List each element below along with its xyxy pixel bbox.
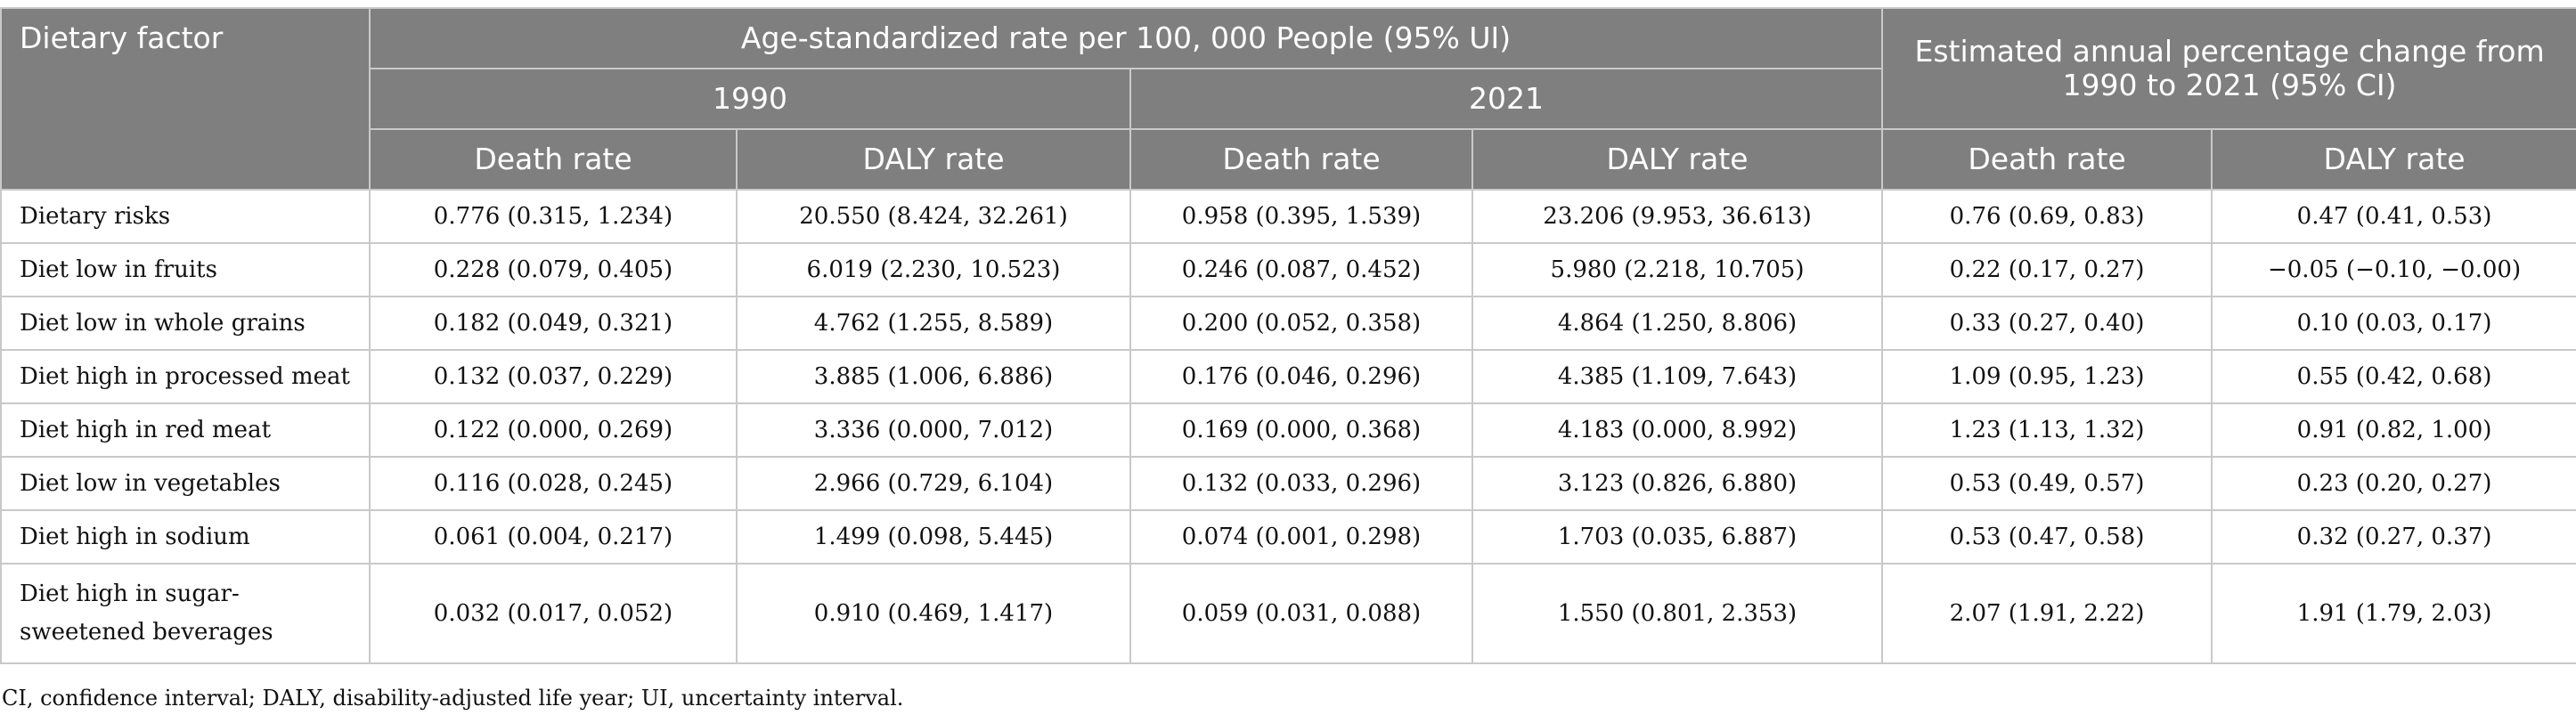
death-2021-cell: 0.176 (0.046, 0.296) <box>1129 349 1473 404</box>
factor-cell: Diet high in sodium <box>0 509 371 565</box>
death-2021-cell: 0.169 (0.000, 0.368) <box>1129 402 1473 458</box>
eapc-daly-cell: 0.23 (0.20, 0.27) <box>2211 456 2576 511</box>
daly-1990-cell: 2.966 (0.729, 6.104) <box>736 456 1131 511</box>
death-1990-cell: 0.122 (0.000, 0.269) <box>369 402 738 458</box>
table-row: Diet low in fruits 0.228 (0.079, 0.405) … <box>0 242 2576 297</box>
death-2021-cell: 0.074 (0.001, 0.298) <box>1129 509 1473 565</box>
daly-2021-cell: 23.206 (9.953, 36.613) <box>1471 189 1884 244</box>
eapc-daly-cell: 1.91 (1.79, 2.03) <box>2211 563 2576 664</box>
eapc-daly-cell: 0.32 (0.27, 0.37) <box>2211 509 2576 565</box>
death-2021-cell: 0.246 (0.087, 0.452) <box>1129 242 1473 297</box>
death-1990-cell: 0.182 (0.049, 0.321) <box>369 296 738 351</box>
daly-2021-cell: 1.703 (0.035, 6.887) <box>1471 509 1884 565</box>
eapc-daly-cell: 0.10 (0.03, 0.17) <box>2211 296 2576 351</box>
table-footnote: CI, confidence interval; DALY, disabilit… <box>2 686 904 711</box>
factor-cell: Diet high in processed meat <box>0 349 371 404</box>
eapc-daly-cell: 0.47 (0.41, 0.53) <box>2211 189 2576 244</box>
header-daly-rate-1990: DALY rate <box>736 128 1131 191</box>
header-row-2: 1990 2021 <box>1 68 2576 130</box>
daly-1990-cell: 20.550 (8.424, 32.261) <box>736 189 1131 244</box>
factor-cell: Diet high in red meat <box>0 402 371 458</box>
eapc-death-cell: 1.09 (0.95, 1.23) <box>1881 349 2213 404</box>
eapc-death-cell: 0.22 (0.17, 0.27) <box>1881 242 2213 297</box>
table-row: Diet high in red meat 0.122 (0.000, 0.26… <box>0 402 2576 458</box>
daly-1990-cell: 1.499 (0.098, 5.445) <box>736 509 1131 565</box>
death-1990-cell: 0.116 (0.028, 0.245) <box>369 456 738 511</box>
table-row: Diet low in vegetables 0.116 (0.028, 0.2… <box>0 456 2576 511</box>
eapc-daly-cell: 0.55 (0.42, 0.68) <box>2211 349 2576 404</box>
eapc-daly-cell: 0.91 (0.82, 1.00) <box>2211 402 2576 458</box>
death-2021-cell: 0.059 (0.031, 0.088) <box>1129 563 1473 664</box>
death-2021-cell: 0.132 (0.033, 0.296) <box>1129 456 1473 511</box>
daly-2021-cell: 4.183 (0.000, 8.992) <box>1471 402 1884 458</box>
header-rate-group: Age-standardized rate per 100, 000 Peopl… <box>368 7 1884 69</box>
daly-2021-cell: 1.550 (0.801, 2.353) <box>1471 563 1884 664</box>
table-body: Dietary risks 0.776 (0.315, 1.234) 20.55… <box>0 189 2576 664</box>
death-1990-cell: 0.061 (0.004, 0.217) <box>369 509 738 565</box>
death-2021-cell: 0.200 (0.052, 0.358) <box>1129 296 1473 351</box>
daly-1990-cell: 6.019 (2.230, 10.523) <box>736 242 1131 297</box>
eapc-death-cell: 2.07 (1.91, 2.22) <box>1881 563 2213 664</box>
daly-2021-cell: 5.980 (2.218, 10.705) <box>1471 242 1884 297</box>
death-1990-cell: 0.776 (0.315, 1.234) <box>369 189 738 244</box>
eapc-daly-cell: −0.05 (−0.10, −0.00) <box>2211 242 2576 297</box>
dietary-factor-table: Dietary factor Age-standardized rate per… <box>0 7 2576 664</box>
factor-cell: Diet high in sugar-sweetened beverages <box>0 563 371 664</box>
table-row: Dietary risks 0.776 (0.315, 1.234) 20.55… <box>0 189 2576 244</box>
death-1990-cell: 0.132 (0.037, 0.229) <box>369 349 738 404</box>
death-1990-cell: 0.228 (0.079, 0.405) <box>369 242 738 297</box>
factor-cell: Diet low in vegetables <box>0 456 371 511</box>
table-row: Diet low in whole grains 0.182 (0.049, 0… <box>0 296 2576 351</box>
factor-cell: Diet low in fruits <box>0 242 371 297</box>
header-daly-rate-eapc: DALY rate <box>2211 128 2576 191</box>
daly-1990-cell: 4.762 (1.255, 8.589) <box>736 296 1131 351</box>
header-row-1: Dietary factor Age-standardized rate per… <box>0 7 2576 191</box>
daly-1990-cell: 3.336 (0.000, 7.012) <box>736 402 1131 458</box>
header-dietary-factor: Dietary factor <box>0 7 371 191</box>
eapc-death-cell: 0.76 (0.69, 0.83) <box>1881 189 2213 244</box>
eapc-death-cell: 0.33 (0.27, 0.40) <box>1881 296 2213 351</box>
table-row: Diet high in processed meat 0.132 (0.037… <box>0 349 2576 404</box>
death-2021-cell: 0.958 (0.395, 1.539) <box>1129 189 1473 244</box>
daly-2021-cell: 3.123 (0.826, 6.880) <box>1471 456 1884 511</box>
eapc-death-cell: 0.53 (0.49, 0.57) <box>1881 456 2213 511</box>
header-year-2021: 2021 <box>1129 68 1884 130</box>
header-year-1990: 1990 <box>369 68 1131 130</box>
daly-2021-cell: 4.385 (1.109, 7.643) <box>1471 349 1884 404</box>
header-eapc-group: Estimated annual percentage change from … <box>1881 7 2576 130</box>
header-daly-rate-2021: DALY rate <box>1471 128 1884 191</box>
header-death-rate-eapc: Death rate <box>1881 128 2213 191</box>
factor-cell: Diet low in whole grains <box>0 296 371 351</box>
daly-2021-cell: 4.864 (1.250, 8.806) <box>1471 296 1884 351</box>
daly-1990-cell: 3.885 (1.006, 6.886) <box>736 349 1131 404</box>
death-1990-cell: 0.032 (0.017, 0.052) <box>369 563 738 664</box>
table-row: Diet high in sugar-sweetened beverages 0… <box>0 563 2576 664</box>
daly-1990-cell: 0.910 (0.469, 1.417) <box>736 563 1131 664</box>
eapc-death-cell: 1.23 (1.13, 1.32) <box>1881 402 2213 458</box>
eapc-death-cell: 0.53 (0.47, 0.58) <box>1881 509 2213 565</box>
header-death-rate-1990: Death rate <box>369 128 738 191</box>
table-row: Diet high in sodium 0.061 (0.004, 0.217)… <box>0 509 2576 565</box>
factor-cell: Dietary risks <box>0 189 371 244</box>
header-row-3: Death rate DALY rate Death rate DALY rat… <box>1 128 2576 191</box>
header-death-rate-2021: Death rate <box>1129 128 1473 191</box>
table-header: Dietary factor Age-standardized rate per… <box>0 7 2576 191</box>
